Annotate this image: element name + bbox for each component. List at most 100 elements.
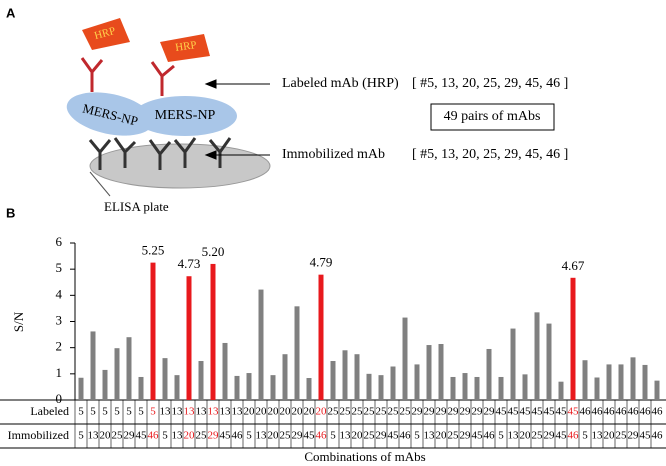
x-tick-label: 13 [88,430,100,442]
x-tick-label: 29 [448,406,460,418]
x-tick-label: 25 [364,406,376,418]
x-tick-label: 45 [532,406,544,418]
x-tick-label: 25 [616,430,628,442]
x-tick-label: 25 [532,430,544,442]
bar [282,354,288,400]
x-tick-label: 29 [472,406,484,418]
x-tick-label: 46 [652,406,664,418]
value-label: 4.73 [178,256,201,271]
y-axis-label: S/N [11,311,26,332]
bar [294,306,300,400]
x-tick-label: 29 [484,406,496,418]
x-tick-label: 45 [640,430,652,442]
bar [270,375,276,400]
bar [534,312,540,400]
bar [486,348,492,400]
x-tick-label: 45 [496,406,508,418]
x-tick-label: 13 [208,406,220,418]
x-tick-label: 45 [472,430,484,442]
x-tick-label: 5 [162,430,168,442]
x-tick-label: 25 [388,406,400,418]
x-tick-label: 5 [246,430,252,442]
bar [78,377,84,400]
x-tick-label: 46 [484,430,496,442]
bar [570,277,576,400]
x-tick-label: 20 [604,430,616,442]
x-tick-label: 20 [292,406,304,418]
bar [90,331,96,400]
x-tick-label: 46 [604,406,616,418]
plate-label: ELISA plate [104,199,169,214]
bar [402,317,408,400]
pairs-label: 49 pairs of mAbs [444,109,541,124]
x-tick-label: 45 [220,430,232,442]
x-tick-label: 20 [520,430,532,442]
bar [258,289,264,400]
x-tick-label: 29 [376,430,388,442]
x-tick-label: 29 [292,430,304,442]
bar [654,380,660,400]
x-tick-label: 13 [160,406,172,418]
bar [510,328,516,400]
bar [150,262,156,400]
x-tick-label: 13 [340,430,352,442]
x-tick-label: 25 [376,406,388,418]
arrows [204,79,270,160]
x-tick-label: 20 [304,406,316,418]
bar [234,375,240,400]
bar [126,337,132,400]
arrow-label: Labeled mAb (HRP) [282,76,399,91]
x-tick-label: 20 [436,430,448,442]
particle-label: MERS-NP [155,108,216,123]
arrow-label: Immobilized mAb [282,147,385,162]
x-tick-label: 25 [112,430,124,442]
x-tick-label: 45 [388,430,400,442]
x-tick-label: 20 [244,406,256,418]
x-tick-label: 20 [256,406,268,418]
x-tick-label: 25 [280,430,292,442]
x-tick-label: 45 [304,430,316,442]
x-tick-label: 13 [256,430,268,442]
x-tick-label: 46 [628,406,640,418]
x-tick-label: 5 [90,406,96,418]
x-tick-label: 29 [436,406,448,418]
bar [210,263,216,400]
x-tick-label: 5 [582,430,588,442]
x-tick-label: 5 [114,406,120,418]
labeled-antibodies [80,57,175,96]
x-tick-label: 25 [352,406,364,418]
mab-set: [ #5, 13, 20, 25, 29, 45, 46 ] [412,147,568,162]
bar [390,366,396,400]
x-tick-label: 45 [136,430,148,442]
x-tick-label: 46 [652,430,664,442]
bar [318,274,324,400]
value-label: 5.25 [142,243,165,258]
plate [89,143,271,189]
bar [138,376,144,400]
value-label: 5.20 [202,244,225,259]
x-axis-label: Combinations of mAbs [304,449,425,464]
bar [642,364,648,400]
x-tick-label: 46 [616,406,628,418]
row-label: Immobilized [8,428,69,442]
x-tick-label: 45 [508,406,520,418]
bar [186,276,192,400]
hrp-label: HRP [175,39,198,54]
x-tick-label: 5 [138,406,144,418]
bar [630,357,636,400]
bar [330,361,336,400]
x-tick-label: 13 [220,406,232,418]
bar [426,345,432,400]
x-tick-label: 20 [352,430,364,442]
x-tick-label: 46 [232,430,244,442]
x-tick-label: 25 [340,406,352,418]
panel-label: A [6,5,16,20]
hrp-flag [82,18,130,50]
x-tick-label: 5 [414,430,420,442]
x-tick-label: 20 [100,430,112,442]
x-tick-label: 29 [424,406,436,418]
plate-pointer [89,171,111,197]
x-tick-label: 13 [232,406,244,418]
x-tick-label: 5 [78,430,84,442]
